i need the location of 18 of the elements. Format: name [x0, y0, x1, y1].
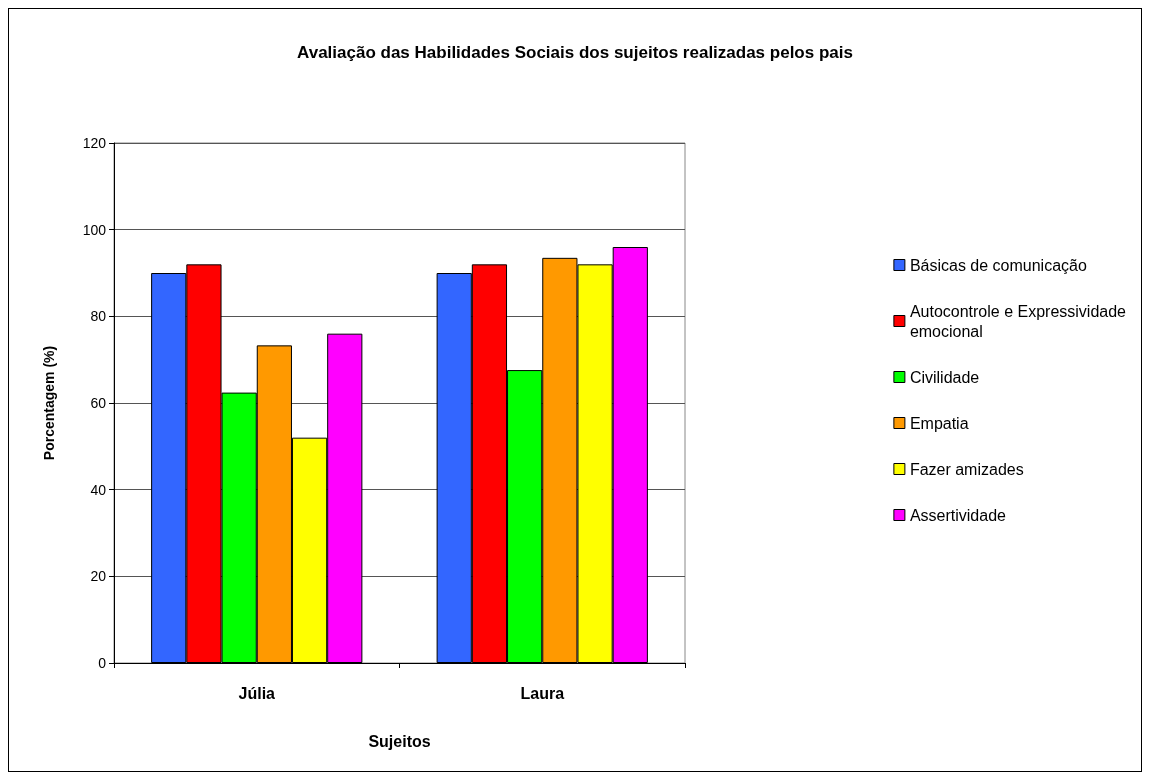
- y-tick-label: 120: [82, 135, 107, 151]
- legend-label: Autocontrole e Expressividade emocional: [909, 302, 1127, 340]
- y-tick-label: 0: [98, 655, 107, 671]
- x-tick-label: Laura: [520, 684, 565, 702]
- legend-label: Fazer amizades: [909, 460, 1024, 478]
- legend-label: Empatia: [909, 414, 969, 432]
- x-tick-label: Júlia: [238, 684, 276, 702]
- x-axis-title: Sujeitos: [368, 732, 431, 750]
- y-axis-title: Porcentagem (%): [41, 345, 57, 461]
- chart-title: Avaliação das Habilidades Sociais dos sujeitos realizadas pelos pais: [297, 43, 853, 62]
- legend-label: Civilidade: [909, 368, 980, 386]
- y-tick-label: 40: [90, 481, 107, 498]
- y-tick-label: 100: [82, 221, 107, 238]
- legend-label: Assertividade: [909, 506, 1007, 524]
- y-tick-label: 20: [90, 568, 107, 585]
- legend-label: Básicas de comunicação: [909, 256, 1087, 274]
- y-tick-label: 60: [90, 395, 107, 411]
- y-tick-label: 80: [90, 308, 107, 325]
